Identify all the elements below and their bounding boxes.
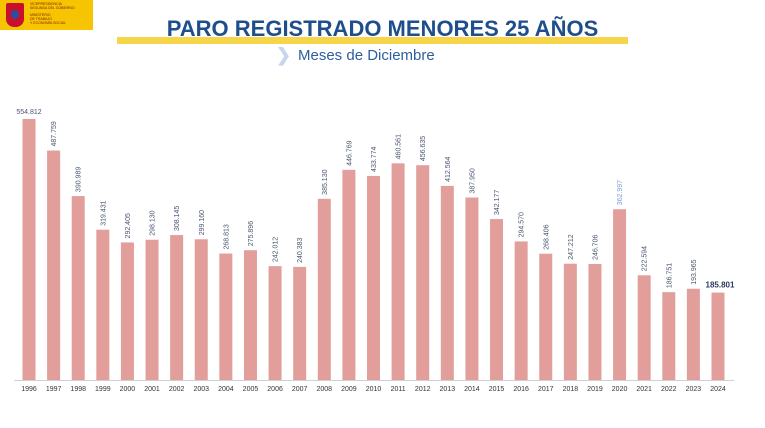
data-label: 308.145 <box>174 206 181 231</box>
chart-subtitle: Meses de Diciembre <box>298 47 435 64</box>
bar-2010 <box>367 175 380 380</box>
data-label: 185.801 <box>706 281 735 290</box>
data-label: 433.774 <box>371 147 378 172</box>
data-label: 319.431 <box>100 200 107 225</box>
x-tick-label: 2014 <box>464 386 480 393</box>
logo-line: MINISTERIO <box>30 13 51 17</box>
bar-2013 <box>440 185 454 380</box>
bar-1997 <box>47 150 61 380</box>
logo-line: SEGUNDA DEL GOBIERNO <box>30 6 75 10</box>
data-label: 240.383 <box>297 238 304 263</box>
bar-2017 <box>539 253 553 380</box>
data-label: 298.130 <box>150 210 157 235</box>
government-logo: VICEPRESIDENCIA SEGUNDA DEL GOBIERNO MIN… <box>0 0 93 30</box>
bar-2011 <box>391 163 405 380</box>
bar-2000 <box>120 242 134 380</box>
data-label: 390.989 <box>76 167 83 192</box>
data-label: 342.177 <box>494 190 501 215</box>
data-label: 268.406 <box>543 224 550 249</box>
x-tick-label: 1999 <box>95 386 111 393</box>
page-title: PARO REGISTRADO MENORES 25 AÑOS <box>166 16 599 41</box>
data-label: 275.896 <box>248 221 255 246</box>
logo-line: VICEPRESIDENCIA <box>30 2 62 6</box>
data-label: 292.405 <box>125 213 132 238</box>
x-tick-label: 2013 <box>440 386 456 393</box>
data-label: 554.812 <box>16 109 41 116</box>
bar-2022 <box>662 292 676 380</box>
x-tick-label: 1997 <box>46 386 62 393</box>
bar-2015 <box>490 219 504 380</box>
x-tick-label: 2005 <box>243 386 259 393</box>
bar-1998 <box>71 196 85 380</box>
bar-2009 <box>342 169 356 380</box>
x-tick-label: 2002 <box>169 386 185 393</box>
x-tick-label: 2021 <box>636 386 652 393</box>
data-label: 186.751 <box>666 263 673 288</box>
bar-2004 <box>219 253 233 380</box>
x-tick-label: 2009 <box>341 386 357 393</box>
data-label: 299.160 <box>199 210 206 235</box>
x-tick-label: 2001 <box>144 386 160 393</box>
bar-2020 <box>613 209 627 380</box>
bar-2012 <box>416 165 430 380</box>
logo-line: DE TRABAJO <box>30 17 52 21</box>
bar-2002 <box>170 235 184 380</box>
bar-2003 <box>194 239 208 380</box>
data-label: 460.561 <box>396 134 403 159</box>
x-tick-label: 2023 <box>686 386 702 393</box>
bar-2021 <box>637 275 651 380</box>
x-tick-label: 2000 <box>120 386 136 393</box>
bar-2023 <box>686 288 700 380</box>
data-label: 268.813 <box>223 224 230 249</box>
bar-2014 <box>465 197 479 380</box>
x-tick-label: 2011 <box>391 386 406 393</box>
x-tick-label: 2024 <box>710 386 726 393</box>
x-tick-label: 2015 <box>489 386 505 393</box>
data-label: 242.012 <box>273 237 280 262</box>
data-label: 412.564 <box>445 157 452 182</box>
bar-2018 <box>563 263 577 380</box>
x-tick-label: 2012 <box>415 386 431 393</box>
data-label: 446.769 <box>346 140 353 165</box>
bar-2001 <box>145 239 159 380</box>
bar-1999 <box>96 229 110 380</box>
coat-of-arms-icon <box>6 3 24 27</box>
bar-2007 <box>293 266 307 380</box>
x-tick-label: 1996 <box>21 386 37 393</box>
x-tick-label: 2018 <box>563 386 579 393</box>
bar-1996 <box>22 119 36 380</box>
x-tick-label: 2007 <box>292 386 308 393</box>
title-underline <box>117 37 628 44</box>
x-tick-label: 2003 <box>193 386 209 393</box>
data-label: 193.965 <box>691 259 698 284</box>
data-label: 385.130 <box>322 169 329 194</box>
x-tick-label: 2008 <box>316 386 332 393</box>
bar-2019 <box>588 263 602 380</box>
data-label: 362.997 <box>617 180 624 205</box>
x-tick-label: 2020 <box>612 386 628 393</box>
x-tick-label: 2017 <box>538 386 554 393</box>
bar-2006 <box>268 266 282 380</box>
data-label: 222.594 <box>642 246 649 271</box>
x-tick-label: 2019 <box>587 386 603 393</box>
data-label: 487.759 <box>51 121 58 146</box>
chevron-right-icon: ❯ <box>276 45 292 65</box>
bar-2005 <box>243 250 257 380</box>
data-label: 456.635 <box>420 136 427 161</box>
data-label: 246.706 <box>592 235 599 260</box>
bar-2016 <box>514 241 528 380</box>
x-tick-label: 2016 <box>513 386 529 393</box>
data-label: 387.950 <box>469 168 476 193</box>
x-tick-label: 2006 <box>267 386 283 393</box>
x-tick-label: 2010 <box>366 386 382 393</box>
x-tick-label: 2004 <box>218 386 234 393</box>
logo-line: Y ECONOMÍA SOCIAL <box>30 21 66 25</box>
data-label: 247.212 <box>568 234 575 259</box>
x-tick-label: 2022 <box>661 386 677 393</box>
x-tick-label: 1998 <box>70 386 86 393</box>
bar-2024 <box>711 292 725 380</box>
data-label: 294.570 <box>519 212 526 237</box>
bar-2008 <box>317 198 331 380</box>
